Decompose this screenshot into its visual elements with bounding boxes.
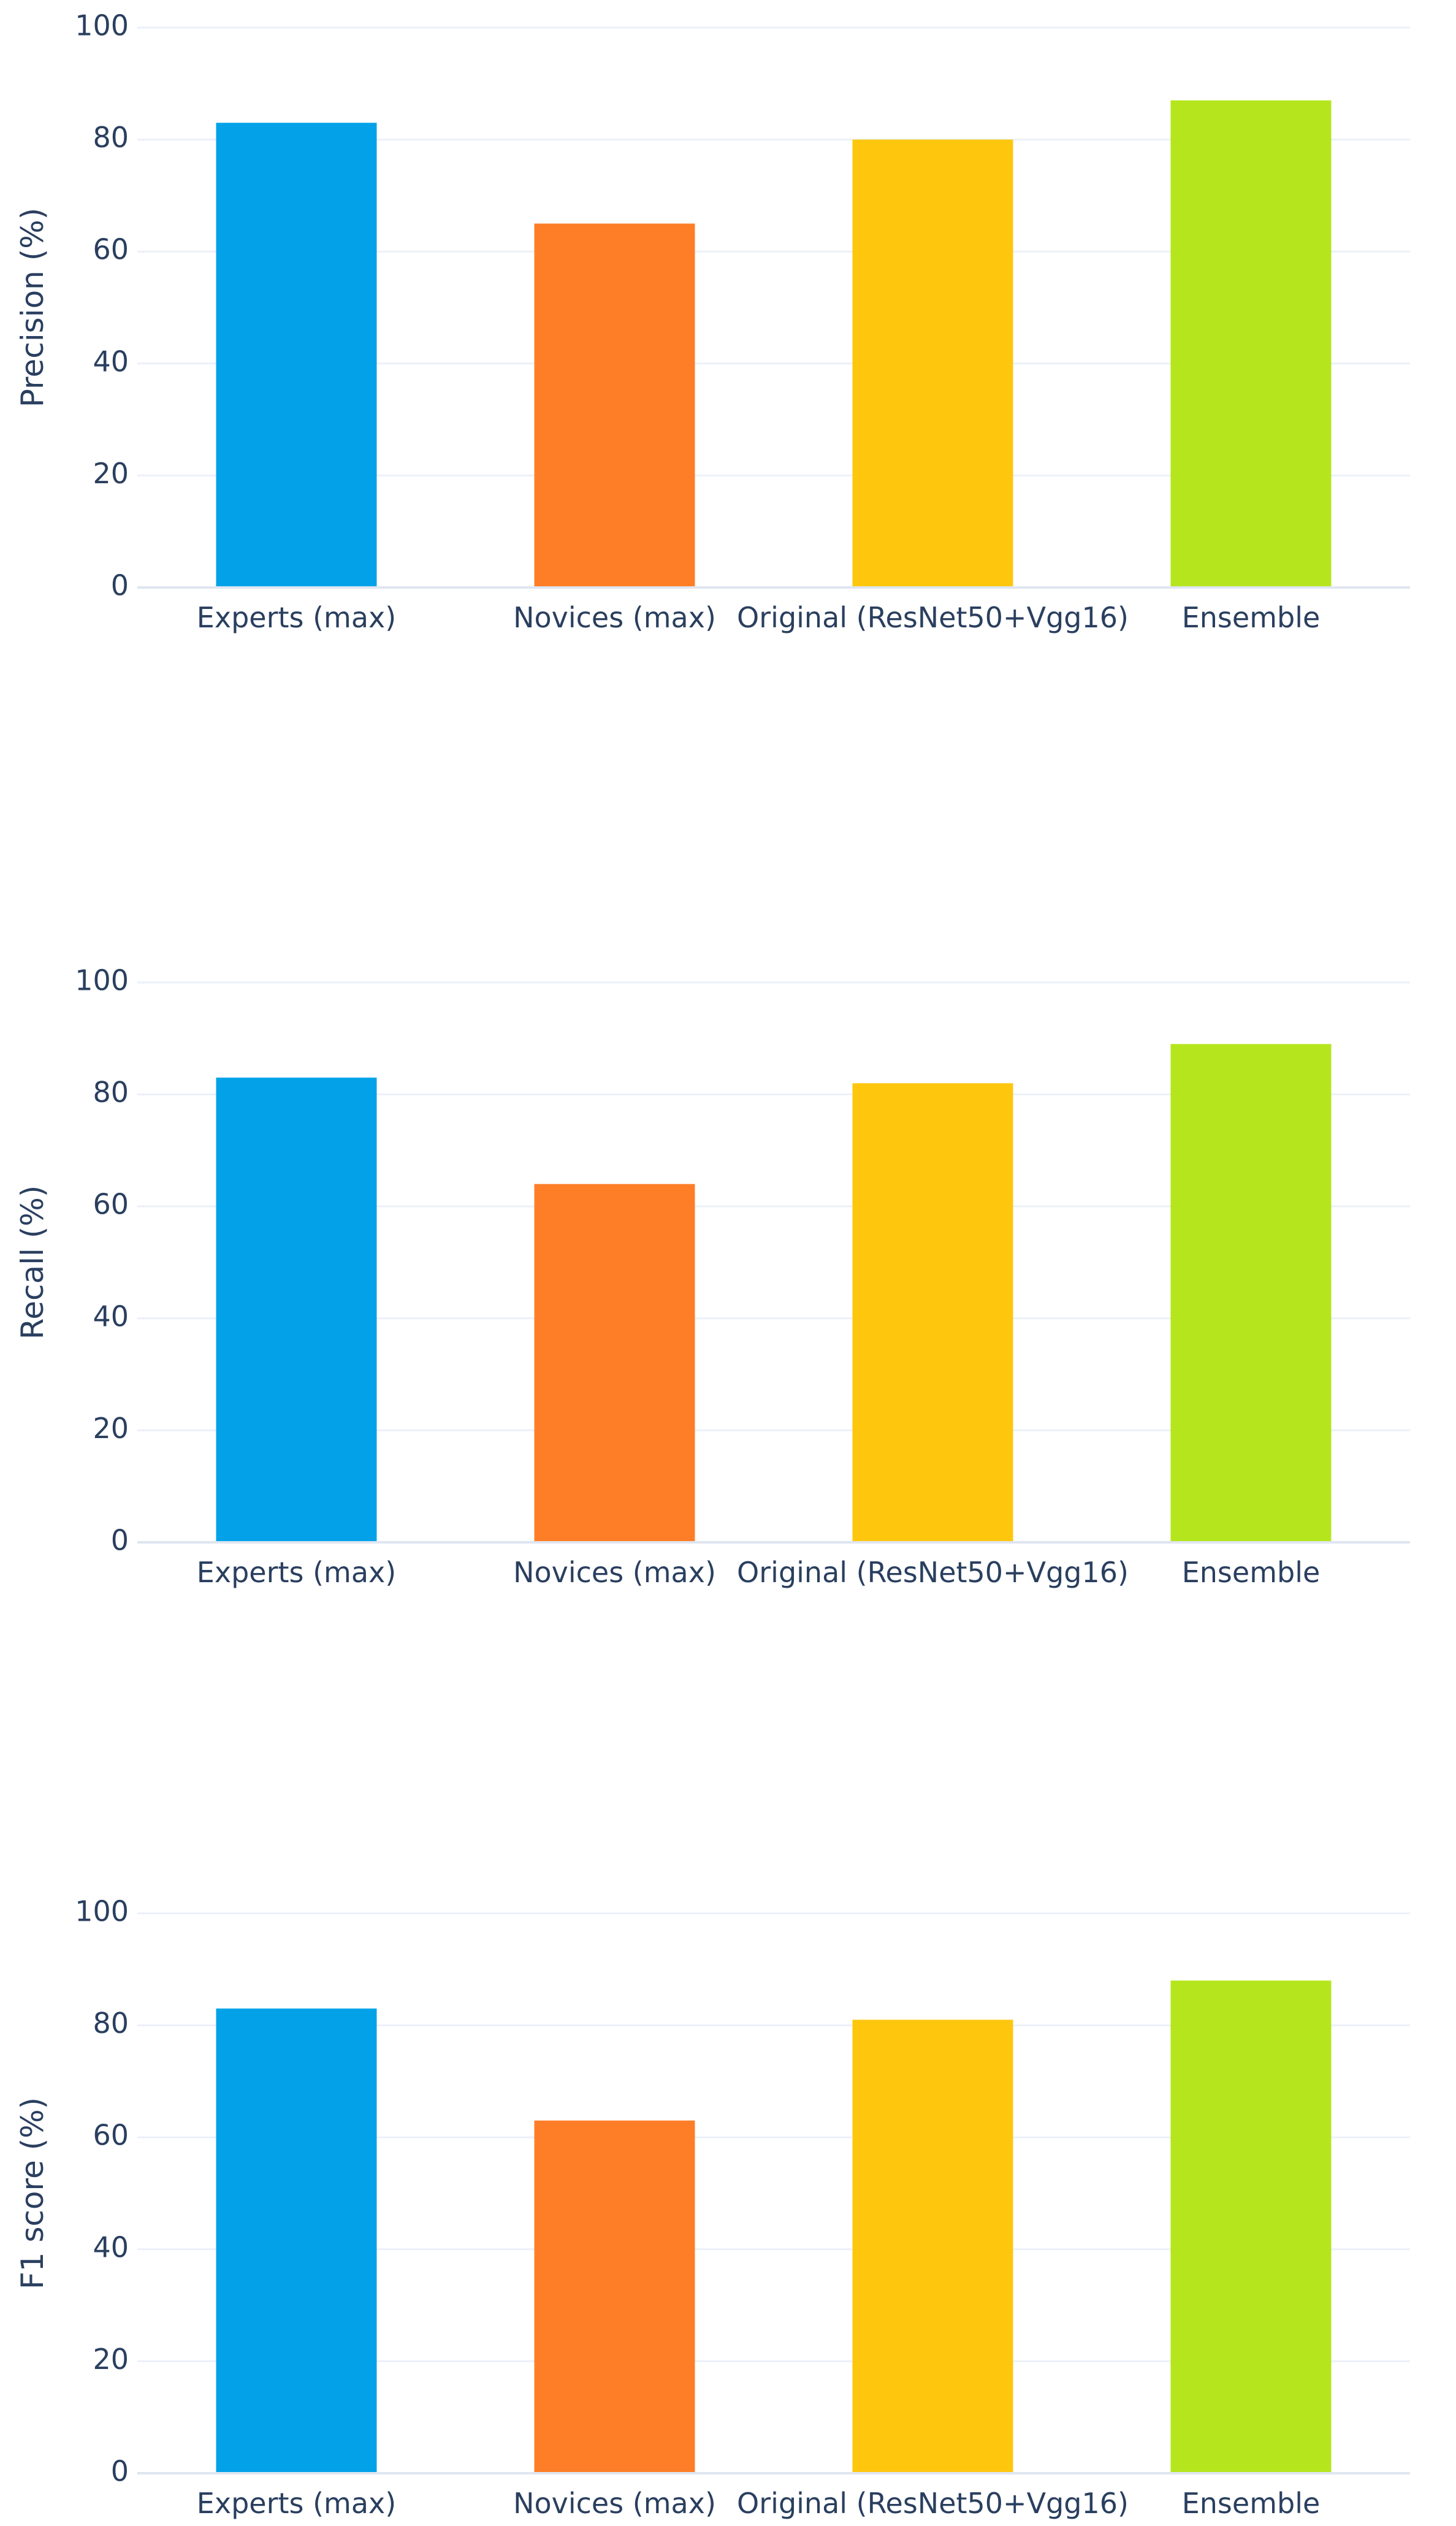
bar-experts-max [216,1077,377,1542]
chart-panel: 0 20 40 60 80 100 Experts (max) Novices (max) Or… [15,9,1410,634]
y-axis-title: F1 score (%) [15,2097,50,2289]
y-axis-title: Recall (%) [15,1185,50,1340]
x-tick-label: Novices (max) [513,2487,716,2520]
chart-panel: 0 20 40 60 80 100 Experts (max) Novices (max) Or… [15,1895,1410,2520]
chart-panel: 0 20 40 60 80 100 Experts (max) Novices (max) Or… [15,964,1410,1589]
x-tick-label: Original (ResNet50+Vgg16) [737,1556,1129,1589]
bar-experts-max [216,123,377,587]
y-tick-label: 0 [111,569,129,602]
y-tick-label: 80 [93,1076,129,1109]
y-tick-label: 20 [93,457,129,490]
x-tick-label: Ensemble [1182,1556,1321,1589]
y-tick-label: 80 [93,121,129,154]
bar-original-resnet50-vgg16 [852,2019,1013,2473]
x-tick-label: Experts (max) [197,2487,396,2520]
x-tick-label: Original (ResNet50+Vgg16) [737,601,1129,634]
bar-ensemble [1170,1044,1332,1542]
bar-novices-max [534,2120,695,2473]
y-tick-label: 40 [93,2230,129,2264]
bar-ensemble [1170,100,1332,587]
x-tick-label: Novices (max) [513,1556,716,1589]
bar-ensemble [1170,1980,1332,2473]
y-tick-label: 0 [111,1524,129,1557]
y-tick-label: 100 [75,9,129,42]
x-tick-label: Novices (max) [513,601,716,634]
bar-novices-max [534,223,695,587]
y-tick-label: 80 [93,2007,129,2040]
y-tick-label: 20 [93,2343,129,2376]
y-tick-label: 100 [75,964,129,997]
bar-original-resnet50-vgg16 [852,139,1013,588]
x-tick-label: Experts (max) [197,601,396,634]
y-tick-label: 60 [93,1188,129,1221]
y-tick-label: 100 [75,1895,129,1928]
x-tick-label: Ensemble [1182,601,1321,634]
y-tick-label: 20 [93,1412,129,1445]
bar-novices-max [534,1184,695,1542]
y-tick-label: 60 [93,2119,129,2152]
y-tick-label: 40 [93,345,129,378]
x-tick-label: Ensemble [1182,2487,1321,2520]
y-axis-title: Precision (%) [15,208,50,408]
y-tick-label: 60 [93,233,129,266]
y-tick-label: 40 [93,1299,129,1333]
x-tick-label: Original (ResNet50+Vgg16) [737,2487,1129,2520]
y-tick-label: 0 [111,2455,129,2488]
x-tick-label: Experts (max) [197,1556,396,1589]
bar-experts-max [216,2008,377,2473]
bar-original-resnet50-vgg16 [852,1083,1013,1542]
